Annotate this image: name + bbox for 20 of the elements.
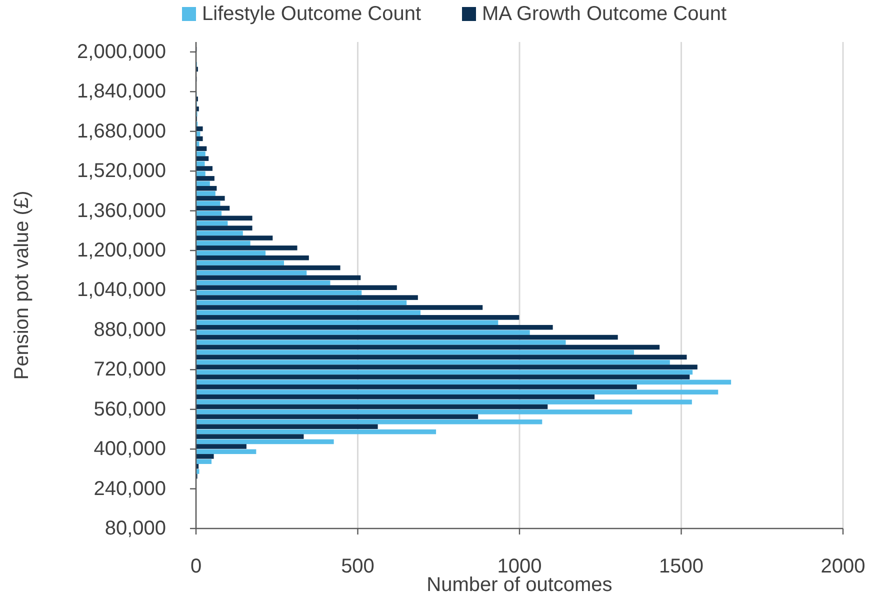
- y-tick-label: 1,360,000: [77, 200, 166, 222]
- y-tick-label: 400,000: [94, 438, 166, 460]
- y-axis-title: Pension pot value (£): [11, 190, 33, 380]
- y-tick-label: 2,000,000: [77, 40, 166, 63]
- y-tick-label: 880,000: [94, 318, 166, 341]
- y-tick-label: 1,040,000: [77, 279, 166, 302]
- x-tick-label: 500: [341, 556, 374, 578]
- x-tick-label: 2000: [820, 556, 866, 578]
- legend-label: Lifestyle Outcome Count: [202, 3, 422, 25]
- y-tick-label: 1,840,000: [77, 80, 166, 103]
- y-tick-label: 80,000: [104, 518, 166, 540]
- y-tick-label: 1,200,000: [77, 240, 166, 262]
- y-tick-label: 1,520,000: [77, 160, 166, 182]
- x-tick-label: 0: [190, 556, 202, 578]
- y-tick-label: 720,000: [94, 358, 166, 381]
- x-tick-label: 1500: [659, 556, 704, 578]
- legend-label: MA Growth Outcome Count: [482, 3, 727, 25]
- y-tick-label: 240,000: [94, 478, 166, 500]
- y-tick-label: 560,000: [94, 398, 166, 420]
- y-tick-label: 1,680,000: [77, 120, 166, 142]
